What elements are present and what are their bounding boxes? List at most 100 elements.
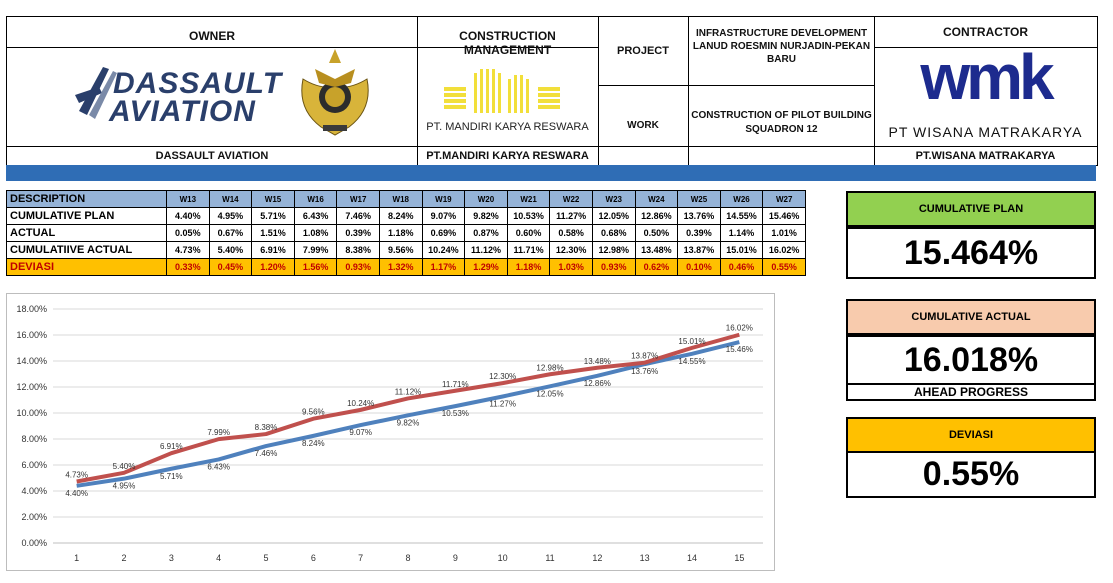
table-cell: 1.14% — [719, 224, 764, 242]
table-cell: 12.98% — [591, 241, 636, 259]
cm-name: PT.MANDIRI KARYA RESWARA — [426, 150, 589, 162]
table-cell: 0.45% — [208, 258, 253, 276]
data-label: 13.48% — [584, 357, 611, 366]
plan-card-title: CUMULATIVE PLAN — [846, 191, 1096, 227]
cm-title: CONSTRUCTION MANAGEMENT — [459, 29, 556, 57]
table-cell: 10.24% — [421, 241, 466, 259]
table-cell: 0.46% — [719, 258, 764, 276]
table-cell: 6.91% — [251, 241, 295, 259]
header-cell: W26 — [719, 190, 764, 208]
header-cell: W19 — [421, 190, 466, 208]
dassault-mark-icon — [75, 67, 117, 119]
x-tick-label: 3 — [169, 553, 174, 563]
header-cell: W23 — [591, 190, 636, 208]
divider — [417, 47, 598, 48]
x-tick-label: 1 — [74, 553, 79, 563]
x-tick-label: 4 — [216, 553, 221, 563]
data-label: 9.56% — [302, 408, 325, 417]
work-value: CONSTRUCTION OF PILOT BUILDING SQUADRON … — [691, 110, 872, 135]
table-cell: 0.87% — [464, 224, 508, 242]
table-cell: 14.55% — [719, 207, 764, 225]
table-cell: 0.60% — [506, 224, 551, 242]
table-cell: 15.01% — [719, 241, 764, 259]
data-label: 14.55% — [678, 357, 705, 366]
y-tick-label: 4.00% — [21, 486, 47, 496]
data-label: 16.02% — [726, 324, 753, 333]
owner-title: OWNER — [189, 29, 235, 43]
x-tick-label: 12 — [592, 553, 602, 563]
y-tick-label: 0.00% — [21, 538, 47, 548]
table-cell: 10.53% — [506, 207, 551, 225]
x-tick-label: 15 — [734, 553, 744, 563]
data-label: 10.24% — [347, 399, 374, 408]
table-cell: 1.51% — [251, 224, 295, 242]
data-label: 7.99% — [207, 428, 230, 437]
header-panel: OWNER DASSAULT AVIATION DASSAULT AVIATIO… — [6, 16, 1098, 166]
x-tick-label: 6 — [311, 553, 316, 563]
table-row: CUMULATIVE PLAN 4.40% 4.95% 5.71% 6.43% 7.46%… — [5, 207, 806, 225]
table-cell: 1.08% — [293, 224, 338, 242]
x-tick-label: 5 — [263, 553, 268, 563]
table-cell: 9.56% — [378, 241, 423, 259]
actual-card-note: AHEAD PROGRESS — [846, 383, 1096, 401]
data-label: 8.24% — [302, 439, 325, 448]
progress-table: DESCRIPTION W13 W14 W15 W16 W17 W18 W19 W20 W21 W2… — [5, 190, 806, 276]
table-cell: 1.18% — [378, 224, 423, 242]
data-label: 7.46% — [255, 449, 278, 458]
air-force-emblem-icon — [295, 49, 375, 141]
y-tick-label: 18.00% — [16, 304, 47, 314]
dev-card-title: DEVIASI — [846, 417, 1096, 453]
project-label: PROJECT — [617, 45, 669, 57]
actual-card-value: 16.018% — [846, 335, 1096, 385]
y-tick-label: 2.00% — [21, 512, 47, 522]
progress-chart-svg: 0.00%2.00%4.00%6.00%8.00%10.00%12.00%14.… — [16, 304, 763, 563]
table-cell: 8.24% — [378, 207, 423, 225]
y-tick-label: 16.00% — [16, 330, 47, 340]
table-cell: 11.12% — [464, 241, 508, 259]
y-tick-label: 12.00% — [16, 382, 47, 392]
y-tick-label: 10.00% — [16, 408, 47, 418]
data-label: 11.12% — [395, 387, 422, 396]
header-cell: W13 — [166, 190, 210, 208]
table-cell: 0.69% — [421, 224, 466, 242]
table-header-row: DESCRIPTION W13 W14 W15 W16 W17 W18 W19 W20 W21 W2… — [5, 190, 806, 208]
table-cell: 7.99% — [293, 241, 338, 259]
x-tick-label: 11 — [545, 553, 554, 563]
data-label: 9.82% — [397, 418, 420, 427]
table-cell: 0.93% — [591, 258, 636, 276]
table-cell: 1.03% — [549, 258, 593, 276]
header-cell: W16 — [293, 190, 338, 208]
header-cell: W18 — [378, 190, 423, 208]
x-tick-label: 8 — [405, 553, 410, 563]
table-cell: 1.20% — [251, 258, 295, 276]
table-cell: 13.48% — [634, 241, 679, 259]
table-cell: 5.40% — [208, 241, 253, 259]
divider — [874, 47, 1097, 48]
data-label: 12.86% — [584, 379, 611, 388]
row-label: ACTUAL — [5, 224, 168, 242]
table-cell: 11.27% — [549, 207, 593, 225]
header-cell: W27 — [762, 190, 806, 208]
table-cell: 0.62% — [634, 258, 679, 276]
x-tick-label: 13 — [640, 553, 650, 563]
divider — [417, 17, 418, 165]
table-cell: 1.32% — [378, 258, 423, 276]
series-line — [76, 340, 740, 488]
header-cell: W15 — [251, 190, 295, 208]
table-cell: 13.76% — [677, 207, 721, 225]
wmk-logo: wmk — [920, 41, 1054, 113]
dassault-logo-text-1: DASSAULT — [113, 67, 283, 100]
table-cell: 4.95% — [208, 207, 253, 225]
data-label: 4.40% — [65, 489, 88, 498]
divider — [7, 47, 417, 48]
data-label: 8.38% — [255, 423, 278, 432]
table-cell: 0.68% — [591, 224, 636, 242]
row-label: CUMULATIIVE ACTUAL — [5, 241, 168, 259]
x-tick-label: 7 — [358, 553, 363, 563]
data-label: 11.71% — [442, 380, 469, 389]
table-cell: 0.50% — [634, 224, 679, 242]
table-row: DEVIASI 0.33% 0.45% 1.20% 1.56% 0.93% 1.32% 1.1… — [5, 258, 806, 276]
header-cell: DESCRIPTION — [5, 190, 168, 208]
y-tick-label: 14.00% — [16, 356, 47, 366]
header-cell: W17 — [336, 190, 380, 208]
